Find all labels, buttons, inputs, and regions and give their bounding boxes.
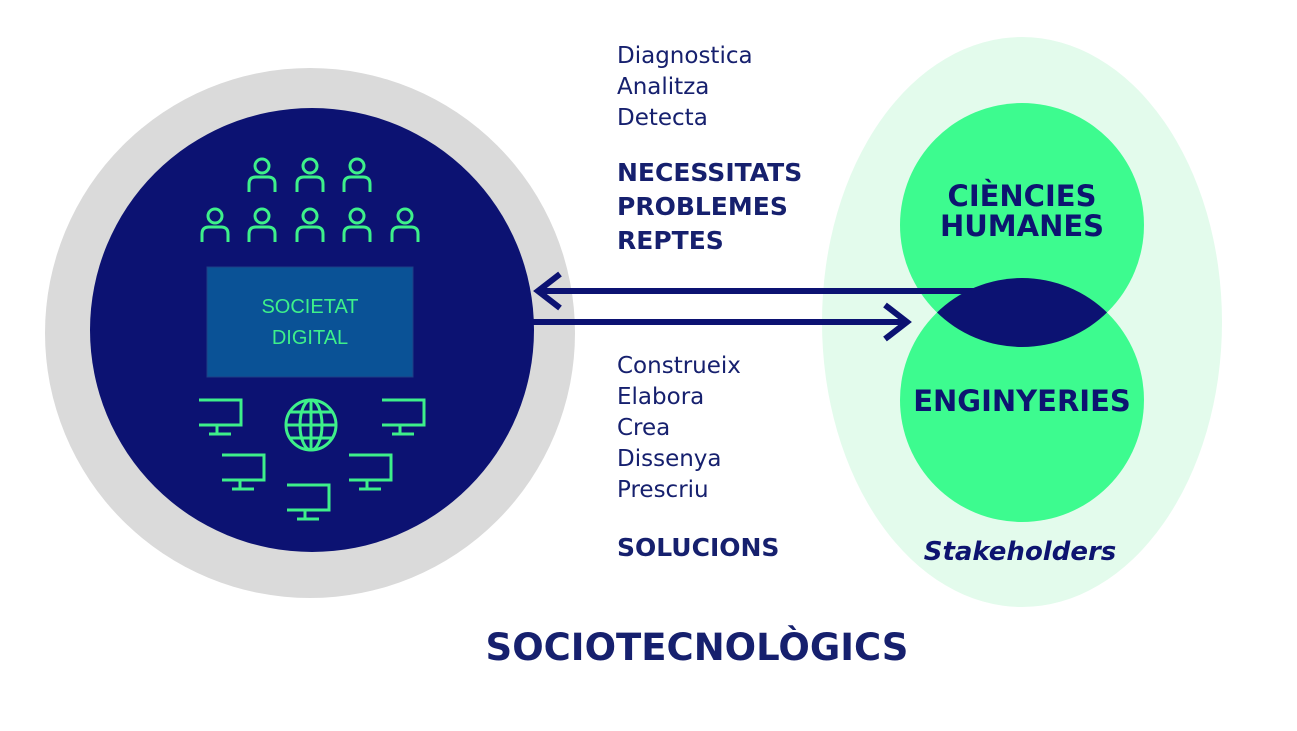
circle-label: ENGINYERIES <box>913 384 1131 418</box>
stakeholders-caption: Stakeholders <box>924 537 1117 567</box>
circle-label: CIÈNCIES <box>948 179 1097 213</box>
humanities-circle <box>900 103 1144 347</box>
arrows <box>530 271 975 342</box>
verb: Dissenya <box>617 446 722 472</box>
verb: Diagnostica <box>617 43 753 69</box>
verb: Detecta <box>617 105 708 131</box>
verb: Prescriu <box>617 477 709 503</box>
outcome: REPTES <box>617 226 724 255</box>
outcome: NECESSITATS <box>617 158 802 187</box>
box-label: DIGITAL <box>272 327 348 349</box>
verb: Elabora <box>617 384 704 410</box>
circle-label: HUMANES <box>940 209 1104 243</box>
box-label: SOCIETAT <box>261 296 358 318</box>
outcome: SOLUCIONS <box>617 533 779 562</box>
verb: Analitza <box>617 74 709 100</box>
globe-icon <box>284 398 338 452</box>
verb: Crea <box>617 415 670 441</box>
verb: Construeix <box>617 353 741 379</box>
footer-title: SOCIOTECNOLÒGICS <box>486 625 909 669</box>
middle-texts: Diagnostica Analitza Detecta NECESSITATS PRO… <box>617 43 802 503</box>
engineering-circle <box>900 278 1144 522</box>
outcome: PROBLEMES <box>617 192 788 221</box>
label-box <box>206 266 414 378</box>
